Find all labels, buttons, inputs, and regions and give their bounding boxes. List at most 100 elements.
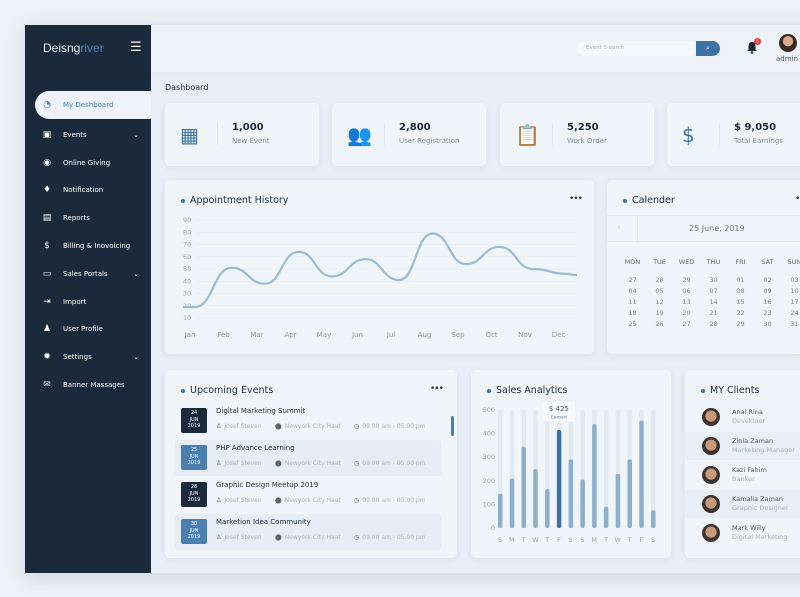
sidebar-item-my-deshboard[interactable]: ◔ My Deshboard [35,91,151,119]
event-item[interactable]: 28 JUN 2019 Graphic Design Meetup 2019 ♙ Jo… [175,477,441,513]
more-options-icon[interactable]: ••• [795,194,800,204]
sidebar-item-user-profile[interactable]: ♟ User Profile [25,316,151,344]
bar[interactable] [651,510,656,528]
sidebar-item-reports[interactable]: ▤ Reports [25,204,151,232]
stat-card: ▦ 1,000 New Event [165,103,319,166]
bar[interactable] [580,479,585,528]
clock-icon: ◷ [354,497,360,504]
sidebar-item-banner-massages[interactable]: ✉ Banner Massages [25,371,151,399]
bell-icon: ♦ [42,185,52,196]
calendar-day[interactable]: 05 [655,287,664,295]
search-button[interactable]: ⌕ [696,41,720,56]
event-item[interactable]: 30 JUN 2019 Marketion Idea Community ♙ Jose… [175,514,441,550]
calendar-day[interactable]: 01 [736,276,745,284]
chevron-left-icon[interactable]: ‹ [617,223,621,233]
sidebar-item-events[interactable]: ▣ Events ⌄ [25,121,151,149]
calendar-day[interactable]: 15 [736,298,745,306]
line-series [183,232,578,309]
sidebar-item-import[interactable]: ⇥ Import [25,288,151,316]
sidebar-item-online-giving[interactable]: ◉ Online Giving [25,149,151,177]
client-role: Banker [732,475,755,483]
calendar-day[interactable]: 19 [655,309,664,317]
calendar-day[interactable]: 22 [736,309,745,317]
money-icon: ▭ [42,268,52,279]
search-input[interactable]: Event S earch [577,41,697,56]
calendar-day[interactable]: 31 [790,320,799,328]
y-tick-label: 100 [483,500,495,508]
calendar-day[interactable]: 10 [790,287,799,295]
avatar[interactable] [779,34,797,52]
bar[interactable] [521,446,527,528]
event-day: 25 [190,447,198,453]
menu-toggle-icon[interactable]: ☰ [130,40,142,55]
event-item[interactable]: 25 JUN 2019 PHP Advance Learning ♙ Josef St… [175,440,441,476]
more-options-icon[interactable]: ••• [569,194,583,204]
calendar-day[interactable]: 20 [682,309,691,317]
calendar-day[interactable]: 23 [763,309,772,317]
bar[interactable] [592,424,597,528]
calendar-day[interactable]: 26 [655,320,664,328]
event-day: 30 [190,521,198,527]
calendar-day[interactable]: 02 [763,276,772,284]
event-title: PHP Advance Learning [216,444,295,452]
calendar-day[interactable]: 04 [628,287,637,295]
calendar-day[interactable]: 28 [709,320,718,328]
x-tick-label: W [532,536,539,544]
chevron-down-icon[interactable]: ⌄ [133,269,139,278]
calendar-day[interactable]: 27 [682,320,691,328]
x-tick-label: Oct [485,331,497,339]
x-tick-label: T [626,536,631,544]
calendar-day[interactable]: 03 [790,276,799,284]
bar[interactable] [498,493,503,528]
calendar-day[interactable]: 07 [709,287,718,295]
more-options-icon[interactable]: ••• [430,384,444,394]
calendar-day[interactable]: 27 [628,276,637,284]
bar[interactable] [627,459,632,528]
event-month: JUN [189,527,199,534]
scrollbar[interactable] [451,416,454,436]
card-title: MY Clients [701,385,759,396]
client-item[interactable]: Kamalia Zaman Graphic Designer [685,490,800,518]
calendar-day[interactable]: 25 [628,320,637,328]
calendar-day[interactable]: 21 [709,309,718,317]
client-name: Zinia Zaman [732,437,774,445]
calendar-day[interactable]: 11 [628,298,637,306]
user-icon: ♙ [216,460,222,467]
bar[interactable] [603,506,609,528]
bar[interactable] [545,489,550,528]
bar[interactable] [639,420,644,528]
calendar-day[interactable]: 28 [655,276,664,284]
calendar-day[interactable]: 18 [628,309,637,317]
calendar-day[interactable]: 06 [682,287,691,295]
chevron-down-icon[interactable]: ⌄ [133,353,139,362]
event-item[interactable]: 24 JUN 2019 Digital Marketing Summit ♙ Jose… [175,403,441,439]
calendar-day[interactable]: 08 [736,287,745,295]
calendar-day[interactable]: 12 [655,298,664,306]
calendar-day[interactable]: 29 [736,320,745,328]
calendar-day[interactable]: 30 [763,320,772,328]
calendar-day[interactable]: 17 [790,298,799,306]
calendar-day[interactable]: 30 [709,276,718,284]
calendar-day[interactable]: 16 [763,298,772,306]
sidebar-item-notification[interactable]: ♦ Notification [25,177,151,205]
bar[interactable] [556,430,562,528]
sidebar-item-settings[interactable]: ✹ Settings ⌄ [25,343,151,371]
chevron-down-icon[interactable]: ⌄ [133,130,139,139]
calendar-day[interactable]: 29 [682,276,691,284]
calendar-day[interactable]: 09 [763,287,772,295]
calendar-day[interactable]: 24 [790,309,799,317]
client-item[interactable]: Zinia Zaman Marketing Manager [685,432,800,460]
sidebar-item-billing-inovoicing[interactable]: $ Billing & Inovoicing [25,232,151,260]
bar[interactable] [568,459,574,528]
client-item[interactable]: Anal Rina Devekloer [685,403,800,431]
calendar-day[interactable]: 13 [682,298,691,306]
sidebar-item-sales-portals[interactable]: ▭ Sales Portals ⌄ [25,260,151,288]
client-item[interactable]: Kazi Fahim Banker [685,461,800,489]
bar[interactable] [533,469,538,528]
bar[interactable] [509,478,515,528]
logo[interactable]: Deisngriver [43,41,104,55]
bar[interactable] [615,473,621,528]
user-name[interactable]: admin [776,55,798,63]
client-item[interactable]: Mark Willy Digital Marketing [685,519,800,547]
calendar-day[interactable]: 14 [709,298,718,306]
